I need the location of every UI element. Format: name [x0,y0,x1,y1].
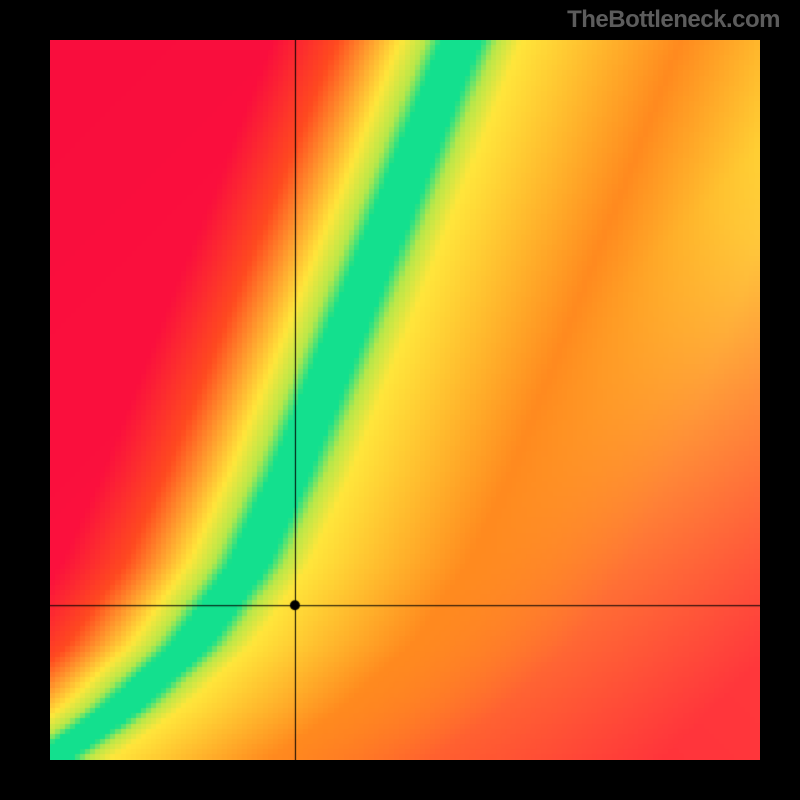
bottleneck-heatmap [50,40,760,760]
chart-container: TheBottleneck.com [0,0,800,800]
watermark-text: TheBottleneck.com [567,6,780,34]
